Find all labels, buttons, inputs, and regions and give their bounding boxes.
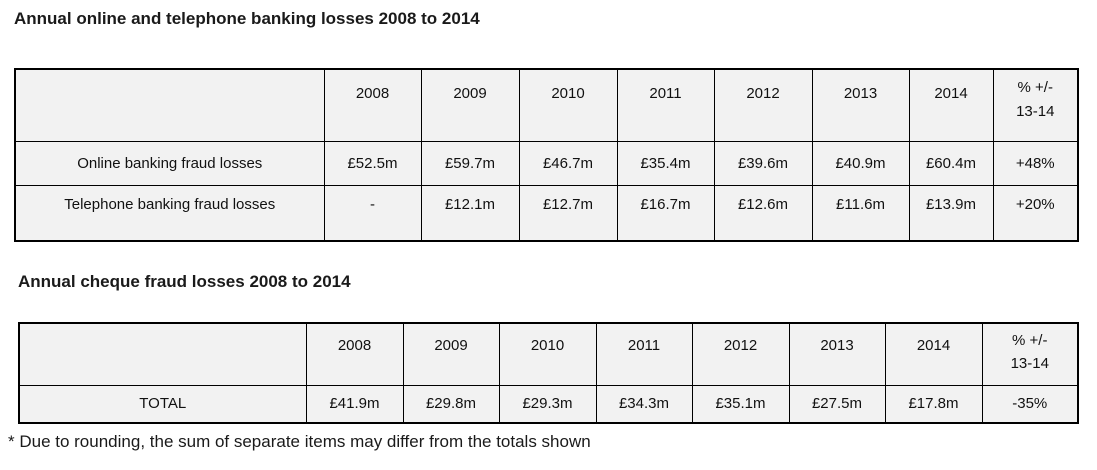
col-header-2010: 2010 (498, 322, 597, 386)
value-cell: £11.6m (811, 184, 910, 242)
value-cell: £34.3m (595, 384, 693, 424)
pct-change-cell: -35% (981, 384, 1079, 424)
pct-header-line2: 13-14 (1016, 103, 1055, 120)
col-header-2008: 2008 (305, 322, 404, 386)
col-header-2012: 2012 (691, 322, 790, 386)
table-row-total: TOTAL £41.9m £29.8m £29.3m £34.3m £35.1m… (18, 384, 1079, 424)
value-cell: £59.7m (420, 140, 520, 186)
pct-header-line2: 13-14 (1010, 355, 1049, 372)
col-header-2008: 2008 (323, 68, 422, 142)
value-cell: £12.7m (518, 184, 618, 242)
pct-change-cell: +20% (992, 184, 1079, 242)
table-row-online-banking: Online banking fraud losses £52.5m £59.7… (14, 140, 1079, 186)
value-cell: £46.7m (518, 140, 618, 186)
col-header-2013: 2013 (811, 68, 910, 142)
blank-header-cell (18, 322, 307, 386)
pct-change-cell: +48% (992, 140, 1079, 186)
col-header-pct-change: % +/- 13-14 (992, 68, 1079, 142)
value-cell: £27.5m (788, 384, 886, 424)
value-cell: £16.7m (616, 184, 715, 242)
pct-header-line1: % +/- (1017, 79, 1053, 96)
table1-header-row: 2008 2009 2010 2011 2012 2013 2014 % +/-… (14, 68, 1079, 142)
value-cell: £17.8m (884, 384, 983, 424)
value-cell: £41.9m (305, 384, 404, 424)
row-label: Telephone banking fraud losses (14, 184, 325, 242)
col-header-2009: 2009 (420, 68, 520, 142)
blank-header-cell (14, 68, 325, 142)
value-cell: £60.4m (908, 140, 994, 186)
col-header-2012: 2012 (713, 68, 813, 142)
row-label: Online banking fraud losses (14, 140, 325, 186)
value-cell: £12.1m (420, 184, 520, 242)
value-cell: £35.4m (616, 140, 715, 186)
value-cell: £39.6m (713, 140, 813, 186)
value-cell: - (323, 184, 422, 242)
col-header-2014: 2014 (908, 68, 994, 142)
value-cell: £13.9m (908, 184, 994, 242)
cheque-fraud-table: 2008 2009 2010 2011 2012 2013 2014 % +/-… (18, 322, 1079, 424)
table1-title: Annual online and telephone banking loss… (14, 9, 480, 28)
banking-losses-table: 2008 2009 2010 2011 2012 2013 2014 % +/-… (14, 68, 1079, 242)
table2-title: Annual cheque fraud losses 2008 to 2014 (18, 272, 351, 291)
value-cell: £29.3m (498, 384, 597, 424)
value-cell: £35.1m (691, 384, 790, 424)
col-header-2009: 2009 (402, 322, 500, 386)
table2-header-row: 2008 2009 2010 2011 2012 2013 2014 % +/-… (18, 322, 1079, 386)
value-cell: £12.6m (713, 184, 813, 242)
col-header-2013: 2013 (788, 322, 886, 386)
value-cell: £40.9m (811, 140, 910, 186)
table-row-telephone-banking: Telephone banking fraud losses - £12.1m … (14, 184, 1079, 242)
rounding-footnote: * Due to rounding, the sum of separate i… (8, 432, 591, 451)
col-header-2010: 2010 (518, 68, 618, 142)
col-header-pct-change: % +/- 13-14 (981, 322, 1079, 386)
pct-header-line1: % +/- (1012, 332, 1048, 349)
row-label: TOTAL (18, 384, 307, 424)
value-cell: £52.5m (323, 140, 422, 186)
col-header-2011: 2011 (595, 322, 693, 386)
col-header-2011: 2011 (616, 68, 715, 142)
value-cell: £29.8m (402, 384, 500, 424)
col-header-2014: 2014 (884, 322, 983, 386)
